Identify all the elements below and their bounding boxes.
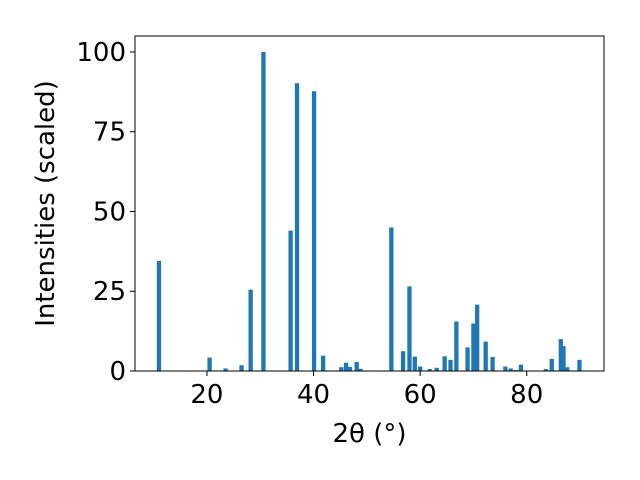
y-axis-ticks: 0 25 50 75 100 <box>76 38 135 387</box>
bar-31 <box>508 368 513 371</box>
bar-33 <box>518 364 524 371</box>
bar-28 <box>483 341 488 371</box>
x-axis-label: 2θ (°) <box>332 419 406 449</box>
bar-25 <box>465 347 470 371</box>
bar-22 <box>442 356 447 371</box>
bar-21 <box>434 367 439 371</box>
x-axis-ticks: 20 40 60 80 <box>190 371 543 410</box>
bar-13 <box>354 362 359 371</box>
bar-2 <box>223 368 228 371</box>
y-axis-label: Intensities (scaled) <box>31 80 61 327</box>
bar-35 <box>549 358 554 371</box>
x-tick-label: 80 <box>510 380 543 410</box>
bar-3 <box>239 365 244 371</box>
bar-8 <box>311 91 317 371</box>
bar-18 <box>412 356 417 371</box>
bar-37 <box>561 346 566 371</box>
bar-0 <box>156 260 162 371</box>
bar-39 <box>577 359 582 371</box>
y-tick-label: 75 <box>93 118 126 148</box>
bar-20 <box>427 369 432 371</box>
bar-14 <box>358 368 363 371</box>
x-tick-label: 40 <box>297 380 330 410</box>
plot-frame <box>134 35 605 372</box>
bar-38 <box>565 367 570 371</box>
bar-10 <box>339 367 344 371</box>
y-tick-label: 25 <box>93 277 126 307</box>
bar-29 <box>490 356 495 371</box>
bar-19 <box>417 366 423 371</box>
bar-11 <box>343 362 349 371</box>
bar-27 <box>475 304 480 371</box>
bar-4 <box>248 289 253 371</box>
bar-15 <box>389 227 394 371</box>
bar-36 <box>558 339 563 371</box>
bar-17 <box>407 286 412 371</box>
bar-12 <box>347 366 352 371</box>
bar-30 <box>503 366 508 371</box>
y-tick-label: 50 <box>93 197 126 227</box>
bar-5 <box>261 51 266 371</box>
bar-7 <box>294 83 300 371</box>
bar-34 <box>543 369 549 371</box>
bar-9 <box>320 355 326 371</box>
bar-24 <box>454 321 459 371</box>
bar-1 <box>207 357 212 371</box>
bar-26 <box>471 323 476 371</box>
x-tick-label: 60 <box>404 380 437 410</box>
bar-6 <box>288 230 293 371</box>
bar-23 <box>448 359 453 371</box>
y-tick-label: 0 <box>109 357 126 387</box>
bars-group <box>156 51 582 371</box>
y-tick-label: 100 <box>76 38 126 68</box>
bar-16 <box>400 351 406 371</box>
x-tick-label: 20 <box>190 380 223 410</box>
